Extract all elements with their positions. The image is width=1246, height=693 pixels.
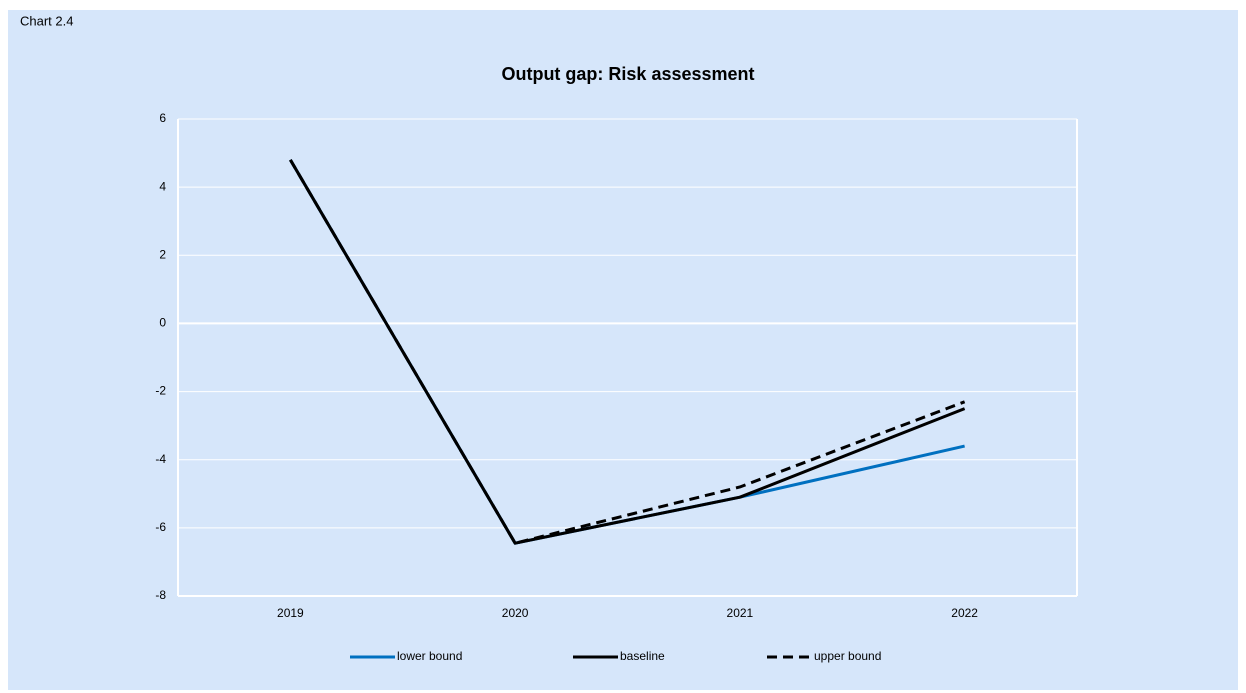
x-tick-label: 2020: [502, 606, 529, 620]
x-tick-label: 2021: [727, 606, 754, 620]
y-tick-label: 4: [159, 179, 166, 193]
legend-label: lower bound: [397, 649, 462, 663]
y-tick-label: 6: [159, 111, 166, 125]
chart-background: [8, 10, 1238, 690]
series-line: [289, 159, 966, 545]
y-tick-label: -6: [155, 520, 166, 534]
y-tick-label: -4: [155, 452, 166, 466]
legend-label: upper bound: [814, 649, 881, 663]
x-tick-label: 2022: [951, 606, 978, 620]
chart-title: Output gap: Risk assessment: [501, 64, 754, 84]
y-tick-label: 0: [159, 316, 166, 330]
series-line: [289, 159, 966, 545]
y-tick-label: -8: [155, 588, 166, 602]
x-tick-label: 2019: [277, 606, 304, 620]
y-tick-label: 2: [159, 247, 166, 261]
legend-label: baseline: [620, 649, 665, 663]
chart-label: Chart 2.4: [20, 13, 73, 28]
y-tick-label: -2: [155, 384, 166, 398]
